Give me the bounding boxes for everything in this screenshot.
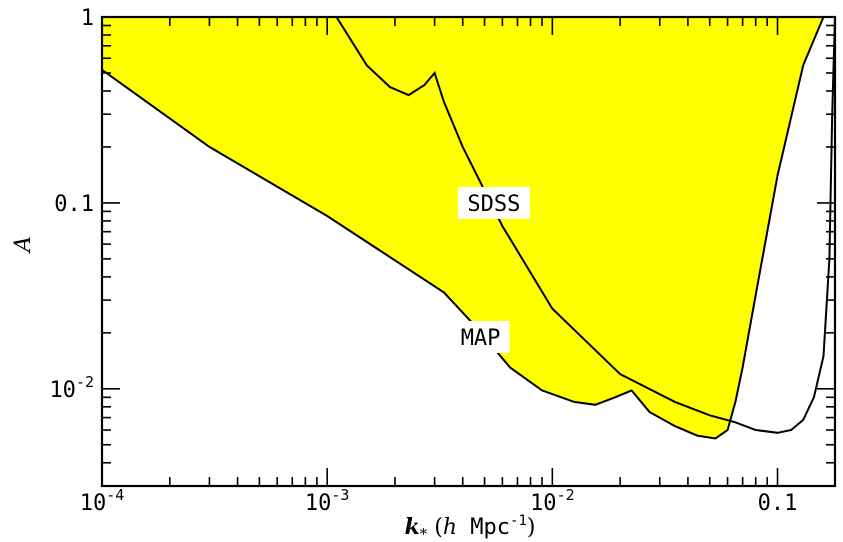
x-axis-label-close: ) [527,515,536,540]
x-tick-label-exp: -2 [557,486,575,504]
y-tick-label: 1 [81,6,94,31]
x-tick-label: 10-4 [80,486,125,516]
map-region-fill [102,17,835,439]
series-label-map: MAP [461,326,501,351]
y-tick-label-base: 0.1 [54,192,94,217]
x-tick-label-base: 10 [305,491,332,516]
x-axis-label-h: h [443,515,457,540]
y-axis-label: A [11,236,36,254]
x-axis-label: k* (h Mpc-1) [405,513,536,542]
x-tick-label-exp: -3 [331,486,349,504]
x-tick-label-exp: -4 [106,486,124,504]
x-tick-label: 0.1 [758,491,798,516]
x-tick-label: 10-3 [305,486,350,516]
x-axis-label-open: ( [427,515,443,540]
x-tick-label-base: 0.1 [758,491,798,516]
y-tick-label-base: 10 [49,378,76,403]
x-tick-label-base: 10 [530,491,557,516]
plot-frame [100,15,837,488]
x-tick-label-base: 10 [80,491,107,516]
allowed-region-fill [102,17,835,439]
x-axis-label-exp: -1 [510,513,527,529]
y-tick-label: 0.1 [54,192,94,217]
x-axis-label-var: k [405,514,420,540]
x-axis-label-unit: Mpc [457,515,510,540]
series-line-sdss [335,17,835,434]
x-axis-label-sub: * [420,525,428,542]
label-box-sdss [457,186,530,219]
axis-ticks [101,16,835,487]
curves [102,17,835,440]
y-tick-label-base: 1 [81,6,94,31]
tick-labels: 10-4 10-3 10-2 0.110.110-2 [49,6,797,516]
x-tick-label: 10-2 [530,486,575,516]
series-line-map [102,17,835,440]
annotations: MAP SDSS [451,186,530,353]
y-tick-label-exp: -2 [76,373,94,391]
y-tick-label: 10-2 [49,373,94,403]
label-box-map [451,320,510,353]
series-label-sdss: SDSS [467,192,520,217]
